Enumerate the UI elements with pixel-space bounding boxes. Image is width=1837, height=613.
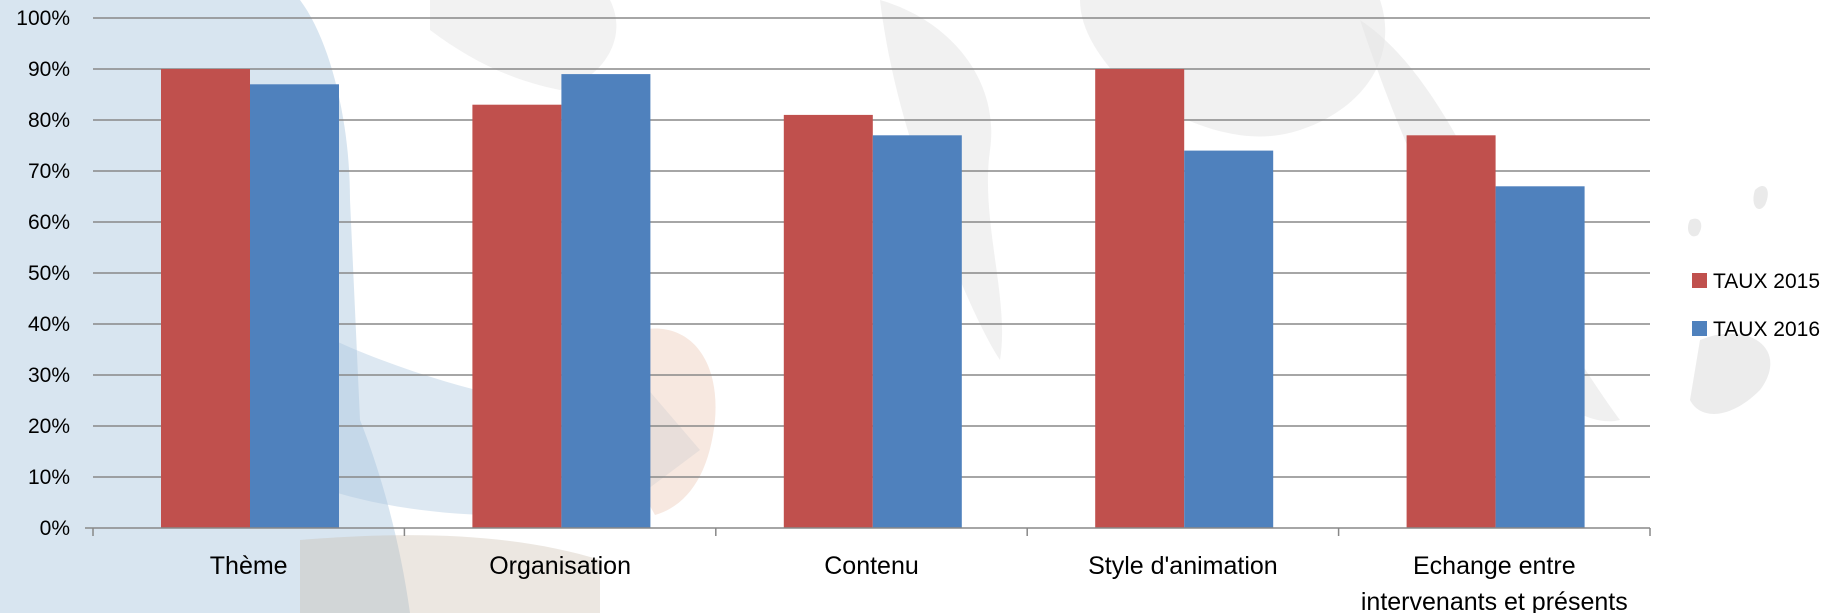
bar-taux-2016 (561, 74, 651, 528)
y-tick-label: 50% (28, 262, 70, 285)
bar-taux-2015 (1406, 135, 1496, 529)
world-map-shape (1690, 333, 1771, 414)
category-label: Contenu (824, 552, 919, 580)
y-tick-label: 40% (28, 313, 70, 336)
legend: TAUX 2015 TAUX 2016 (1692, 270, 1820, 341)
y-tick-label: 90% (28, 58, 70, 81)
bar-taux-2016 (872, 135, 962, 529)
bar-taux-2016 (1184, 150, 1274, 528)
y-tick-label: 30% (28, 364, 70, 387)
y-tick-label: 80% (28, 109, 70, 132)
bar-taux-2016 (250, 84, 339, 529)
world-map-shape (1753, 185, 1768, 210)
y-tick-label: 10% (28, 466, 70, 489)
world-map-shape (1687, 218, 1702, 237)
y-tick-label: 60% (28, 211, 70, 234)
person-belt-shape (300, 535, 600, 613)
category-label: Echange entre (1413, 552, 1576, 580)
category-labels: Thème Organisation Contenu Style d'animatio… (210, 552, 1628, 613)
y-tick-label: 70% (28, 160, 70, 183)
world-map-shape (430, 0, 617, 90)
legend-label: TAUX 2016 (1713, 318, 1820, 341)
bar-taux-2015 (161, 69, 250, 528)
y-tick-label: 20% (28, 415, 70, 438)
category-label: intervenants et présents (1361, 588, 1628, 613)
bar-taux-2015 (783, 114, 873, 529)
x-axis (85, 527, 1651, 536)
y-tick-label: 100% (16, 7, 70, 30)
category-label: Thème (210, 552, 288, 580)
bar-taux-2016 (1495, 186, 1585, 529)
category-label: Organisation (489, 552, 631, 580)
y-tick-labels: 0% 10% 20% 30% 40% 50% 60% 70% 80% 90% 100% (16, 7, 70, 540)
bars (161, 69, 1585, 529)
legend-swatch (1692, 321, 1707, 336)
category-label: Style d'animation (1088, 552, 1278, 580)
y-tick-label: 0% (40, 517, 70, 540)
bar-taux-2015 (1095, 69, 1185, 528)
bar-taux-2015 (472, 104, 562, 528)
legend-swatch (1692, 273, 1707, 288)
legend-label: TAUX 2015 (1713, 270, 1820, 293)
